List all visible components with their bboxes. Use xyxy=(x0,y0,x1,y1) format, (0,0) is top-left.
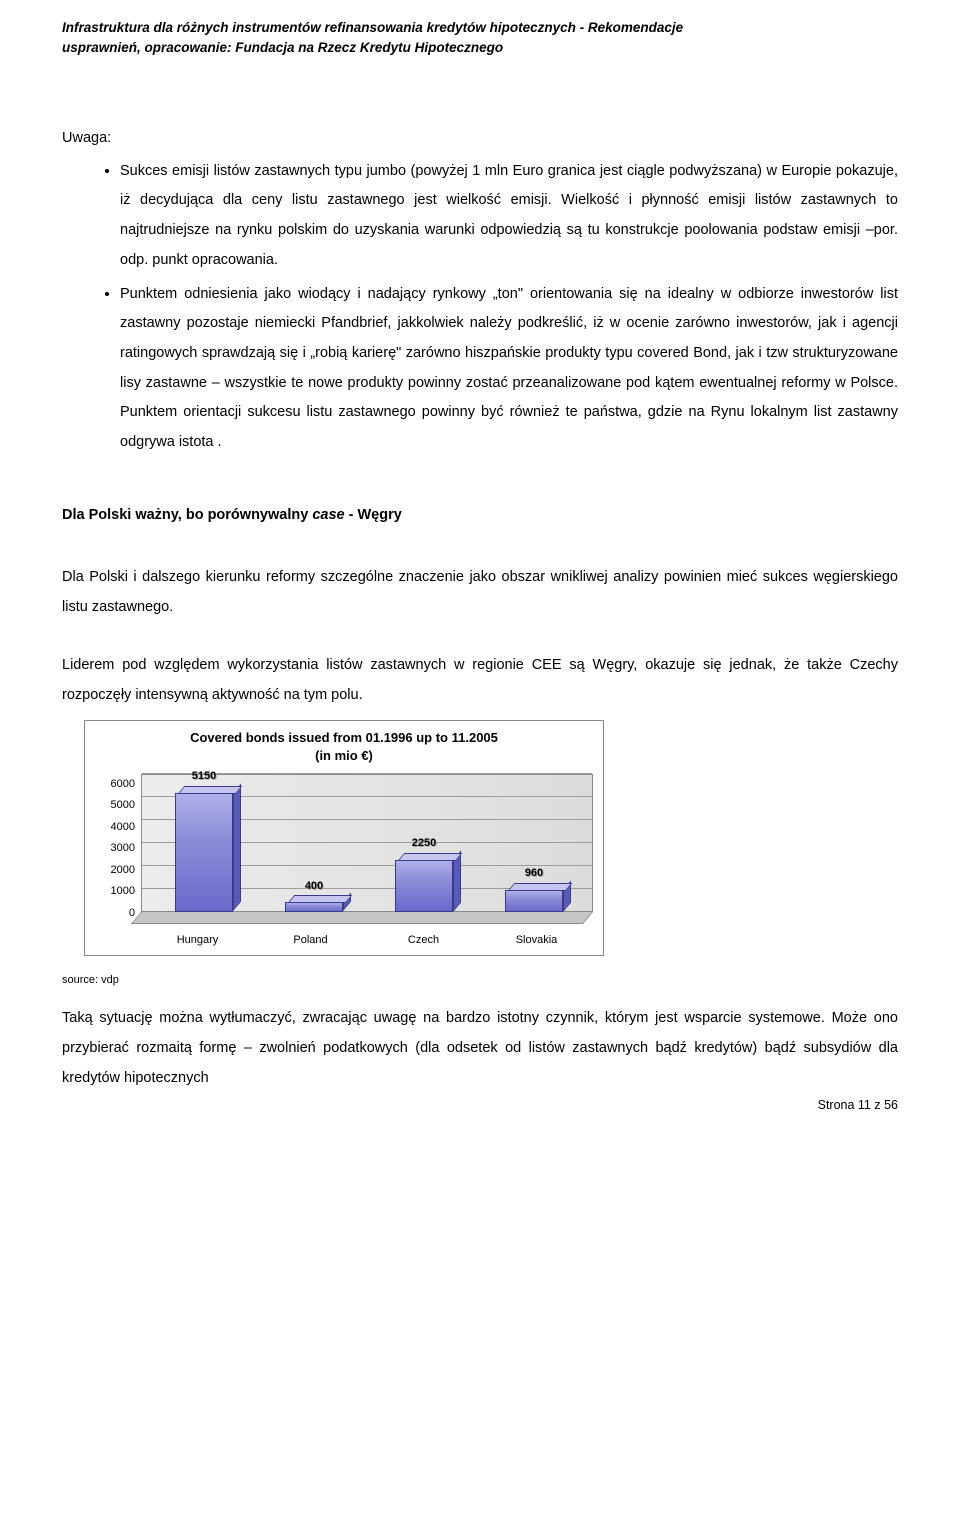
header-line-2: usprawnień, opracowanie: Fundacja na Rze… xyxy=(62,40,503,55)
paragraph: Dla Polski i dalszego kierunku reformy s… xyxy=(62,563,898,622)
y-tick: 4000 xyxy=(111,817,135,838)
bar-value-label: 960 xyxy=(505,863,563,884)
bullet-item: Punktem odniesienia jako wiodący i nadaj… xyxy=(120,280,898,458)
bar-value-label: 5150 xyxy=(175,766,233,787)
page-number: Strona 11 z 56 xyxy=(62,1094,898,1118)
y-axis: 6000 5000 4000 3000 2000 1000 0 xyxy=(95,774,141,924)
bar: 400 xyxy=(285,902,343,911)
y-tick: 1000 xyxy=(111,881,135,902)
plot-row: 6000 5000 4000 3000 2000 1000 0 5150 400 2… xyxy=(95,774,593,924)
heading-text: Dla Polski ważny, bo porównywalny xyxy=(62,507,312,523)
bullet-list: Sukces emisji listów zastawnych typu jum… xyxy=(62,157,898,458)
bar: 2250 xyxy=(395,860,453,912)
covered-bonds-chart: Covered bonds issued from 01.1996 up to … xyxy=(84,720,604,955)
bar: 5150 xyxy=(175,793,233,911)
x-tick: Slovakia xyxy=(480,930,593,951)
y-tick: 2000 xyxy=(111,860,135,881)
bar-value-label: 2250 xyxy=(395,833,453,854)
paragraph: Taką sytuację można wytłumaczyć, zwracaj… xyxy=(62,1004,898,1093)
heading-italic: case xyxy=(312,507,344,523)
page-header: Infrastruktura dla różnych instrumentów … xyxy=(62,18,898,57)
chart-source: source: vdp xyxy=(62,970,898,991)
attention-label: Uwaga: xyxy=(62,125,898,153)
bar-value-label: 400 xyxy=(285,876,343,897)
x-tick: Hungary xyxy=(141,930,254,951)
bullet-item: Sukces emisji listów zastawnych typu jum… xyxy=(120,157,898,276)
y-tick: 5000 xyxy=(111,795,135,816)
x-tick: Poland xyxy=(254,930,367,951)
header-line-1: Infrastruktura dla różnych instrumentów … xyxy=(62,20,683,35)
heading-tail: - Węgry xyxy=(345,507,402,523)
chart-title: Covered bonds issued from 01.1996 up to … xyxy=(95,729,593,765)
plot-area: 5150 400 2250 960 xyxy=(141,774,593,924)
x-axis: Hungary Poland Czech Slovakia xyxy=(141,924,593,951)
plot-floor xyxy=(131,912,593,924)
bar: 960 xyxy=(505,890,563,912)
section-heading: Dla Polski ważny, bo porównywalny case -… xyxy=(62,502,898,530)
y-tick: 3000 xyxy=(111,838,135,859)
paragraph: Liderem pod względem wykorzystania listó… xyxy=(62,651,898,710)
y-tick: 6000 xyxy=(111,774,135,795)
x-tick: Czech xyxy=(367,930,480,951)
